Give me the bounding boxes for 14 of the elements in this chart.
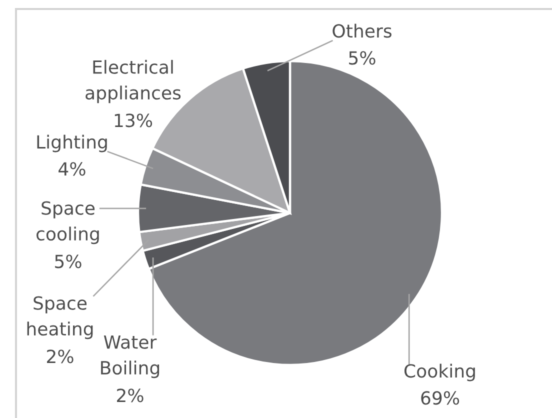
data-label: 5%: [55, 254, 82, 268]
slice-label: Space cooling: [36, 201, 99, 244]
data-label: 13%: [114, 114, 152, 128]
slice-label: Lighting: [37, 134, 107, 152]
data-label: 2%: [117, 388, 144, 402]
slice-label: Cooking: [404, 364, 475, 382]
slice-label: Water Boiling: [101, 335, 160, 378]
data-label: 2%: [47, 350, 74, 364]
data-label: 69%: [421, 391, 460, 405]
slice-label: Space heating: [27, 296, 93, 340]
slice-label: Electrical appliances: [86, 60, 181, 104]
slice-label: Others: [332, 24, 392, 38]
data-label: 5%: [349, 51, 376, 65]
data-label: 4%: [58, 162, 86, 176]
